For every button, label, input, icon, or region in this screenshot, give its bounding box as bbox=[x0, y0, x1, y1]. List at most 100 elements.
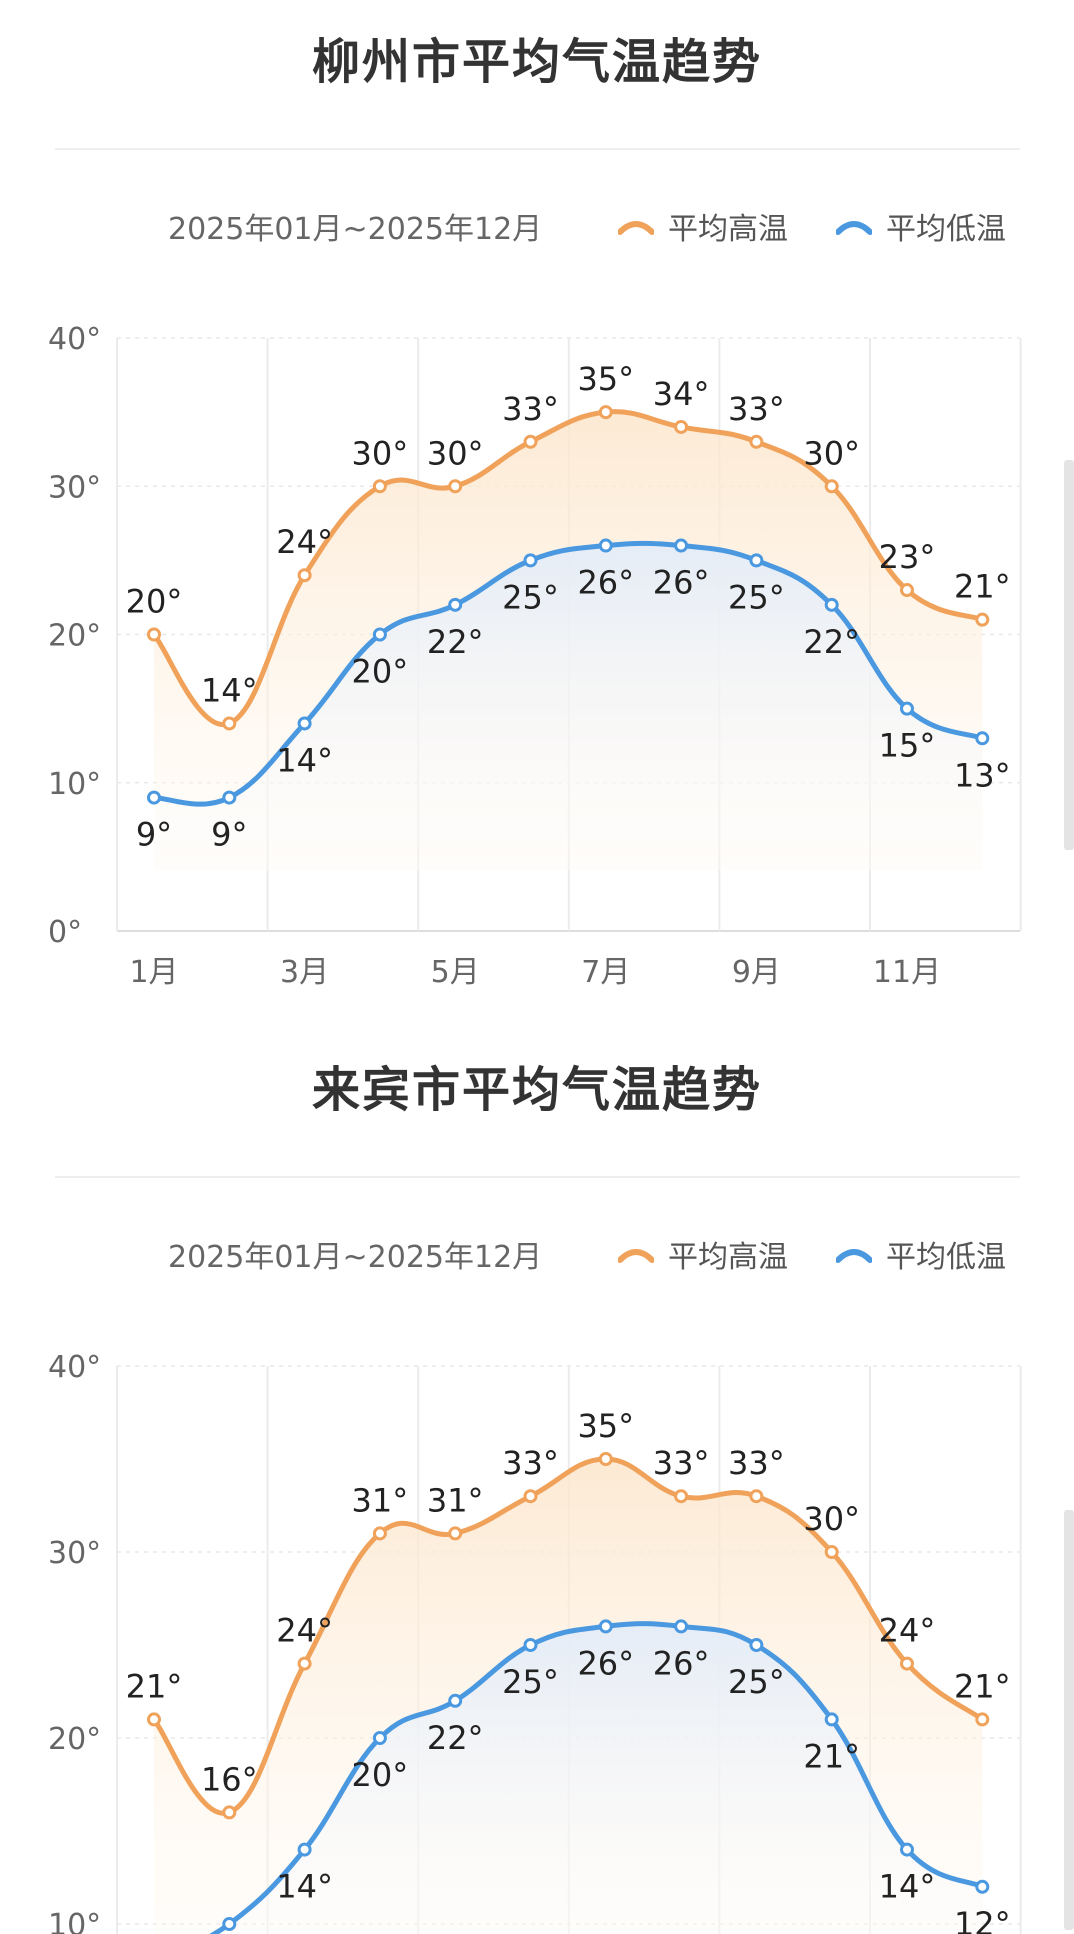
temperature-chart: 40° 30° 20° 10° 0° 1月 3月 5月 7月 9月 11月 20° 14° 24° 30° 3… bbox=[48, 322, 1022, 990]
high-point[interactable] bbox=[523, 1489, 538, 1504]
low-data-label: 13° bbox=[954, 756, 1011, 794]
high-point[interactable] bbox=[598, 1452, 613, 1466]
low-point[interactable] bbox=[448, 1693, 463, 1708]
high-point[interactable] bbox=[448, 479, 463, 494]
scrollbar[interactable] bbox=[1064, 460, 1074, 850]
low-point[interactable] bbox=[975, 1879, 990, 1894]
low-data-label: 22° bbox=[427, 623, 484, 661]
low-point[interactable] bbox=[222, 1917, 237, 1931]
legend-line-icon bbox=[836, 1249, 872, 1263]
high-point[interactable] bbox=[147, 1712, 161, 1727]
low-point[interactable] bbox=[824, 1712, 839, 1727]
date-range: 2025年01月~2025年12月 bbox=[168, 1240, 543, 1275]
low-data-label: 12° bbox=[954, 1905, 1011, 1934]
high-data-label: 31° bbox=[427, 1481, 484, 1519]
low-point[interactable] bbox=[824, 597, 839, 612]
low-data-label: 25° bbox=[728, 578, 785, 616]
high-point[interactable] bbox=[222, 1805, 237, 1820]
low-point[interactable] bbox=[598, 1619, 613, 1634]
high-data-label: 21° bbox=[126, 1667, 183, 1705]
low-data-label: 26° bbox=[577, 1644, 634, 1682]
low-point[interactable] bbox=[297, 716, 312, 731]
low-point[interactable] bbox=[147, 790, 161, 805]
high-data-label: 14° bbox=[201, 671, 258, 709]
legend-high[interactable]: 平均高温 bbox=[618, 1232, 788, 1276]
low-point[interactable] bbox=[222, 790, 237, 805]
low-point[interactable] bbox=[523, 1638, 538, 1652]
high-data-label: 23° bbox=[879, 538, 936, 576]
legend-low-label: 平均低温 bbox=[886, 1240, 1006, 1275]
legend-line-icon bbox=[618, 221, 654, 235]
low-point[interactable] bbox=[975, 731, 990, 746]
legend-low-label: 平均低温 bbox=[886, 212, 1006, 247]
x-tick-label: 3月 bbox=[280, 955, 329, 990]
low-point[interactable] bbox=[297, 1842, 312, 1857]
high-point[interactable] bbox=[749, 434, 764, 449]
low-point[interactable] bbox=[372, 627, 387, 642]
high-point[interactable] bbox=[749, 1489, 764, 1504]
high-data-label: 35° bbox=[577, 1407, 634, 1445]
high-point[interactable] bbox=[448, 1526, 463, 1541]
high-point[interactable] bbox=[372, 1526, 387, 1541]
high-point[interactable] bbox=[297, 1656, 312, 1671]
low-point[interactable] bbox=[523, 553, 538, 568]
high-point[interactable] bbox=[674, 1489, 689, 1504]
low-series-line bbox=[209, 1621, 985, 1934]
low-data-label: 26° bbox=[653, 1644, 710, 1682]
high-point[interactable] bbox=[222, 716, 237, 731]
low-data-label: 9° bbox=[211, 816, 247, 854]
low-point[interactable] bbox=[674, 1619, 689, 1634]
high-point[interactable] bbox=[824, 1545, 839, 1559]
high-data-label: 33° bbox=[728, 1444, 785, 1482]
chart-title: 来宾市平均气温趋势 bbox=[311, 1062, 762, 1118]
high-point[interactable] bbox=[147, 627, 161, 642]
low-point[interactable] bbox=[900, 1842, 914, 1857]
low-data-label: 22° bbox=[427, 1719, 484, 1757]
scrollbar[interactable] bbox=[1064, 1510, 1074, 1930]
legend-low[interactable]: 平均低温 bbox=[836, 204, 1006, 248]
low-data-label: 25° bbox=[728, 1663, 785, 1701]
x-tick-label: 9月 bbox=[732, 955, 781, 990]
legend-line-icon bbox=[618, 1249, 654, 1263]
high-point[interactable] bbox=[900, 583, 914, 598]
y-tick-label: 30° bbox=[48, 1536, 101, 1571]
x-tick-label: 7月 bbox=[581, 955, 630, 990]
low-point[interactable] bbox=[372, 1731, 387, 1745]
low-series-line bbox=[151, 540, 985, 807]
high-point[interactable] bbox=[975, 1712, 990, 1727]
high-data-label: 16° bbox=[201, 1760, 258, 1798]
low-point[interactable] bbox=[900, 701, 914, 716]
high-data-label: 24° bbox=[879, 1612, 936, 1650]
low-data-label: 25° bbox=[502, 1663, 559, 1701]
high-data-label: 30° bbox=[352, 434, 409, 472]
low-data-label: 20° bbox=[352, 653, 409, 691]
low-point[interactable] bbox=[674, 538, 689, 553]
low-area bbox=[154, 1623, 983, 1934]
high-point[interactable] bbox=[674, 419, 689, 434]
low-point[interactable] bbox=[598, 538, 613, 553]
x-tick-label: 5月 bbox=[431, 955, 480, 990]
high-point[interactable] bbox=[523, 434, 538, 449]
high-data-label: 33° bbox=[653, 1444, 710, 1482]
high-point[interactable] bbox=[900, 1656, 914, 1671]
low-point[interactable] bbox=[749, 1638, 764, 1652]
high-point[interactable] bbox=[598, 405, 613, 420]
high-data-label: 30° bbox=[803, 1500, 860, 1538]
high-point[interactable] bbox=[824, 479, 839, 494]
high-point[interactable] bbox=[297, 568, 312, 583]
low-point[interactable] bbox=[448, 597, 463, 612]
temperature-chart: 40° 30° 20° 10° 21° 16° 24° 31° 31° 33° 35° 33° 33° 3… bbox=[48, 1350, 1022, 1934]
legend-high[interactable]: 平均高温 bbox=[618, 204, 788, 248]
legend-low[interactable]: 平均低温 bbox=[836, 1232, 1006, 1276]
y-tick-label: 10° bbox=[48, 767, 101, 802]
high-point[interactable] bbox=[975, 612, 990, 627]
low-point[interactable] bbox=[749, 553, 764, 568]
high-point[interactable] bbox=[372, 479, 387, 494]
y-tick-label: 20° bbox=[48, 619, 101, 654]
x-tick-label: 11月 bbox=[873, 955, 941, 990]
low-data-label: 21° bbox=[803, 1737, 860, 1775]
high-data-label: 34° bbox=[653, 375, 710, 413]
high-data-label: 30° bbox=[427, 434, 484, 472]
low-data-label: 20° bbox=[352, 1756, 409, 1794]
y-tick-label: 30° bbox=[48, 470, 101, 505]
